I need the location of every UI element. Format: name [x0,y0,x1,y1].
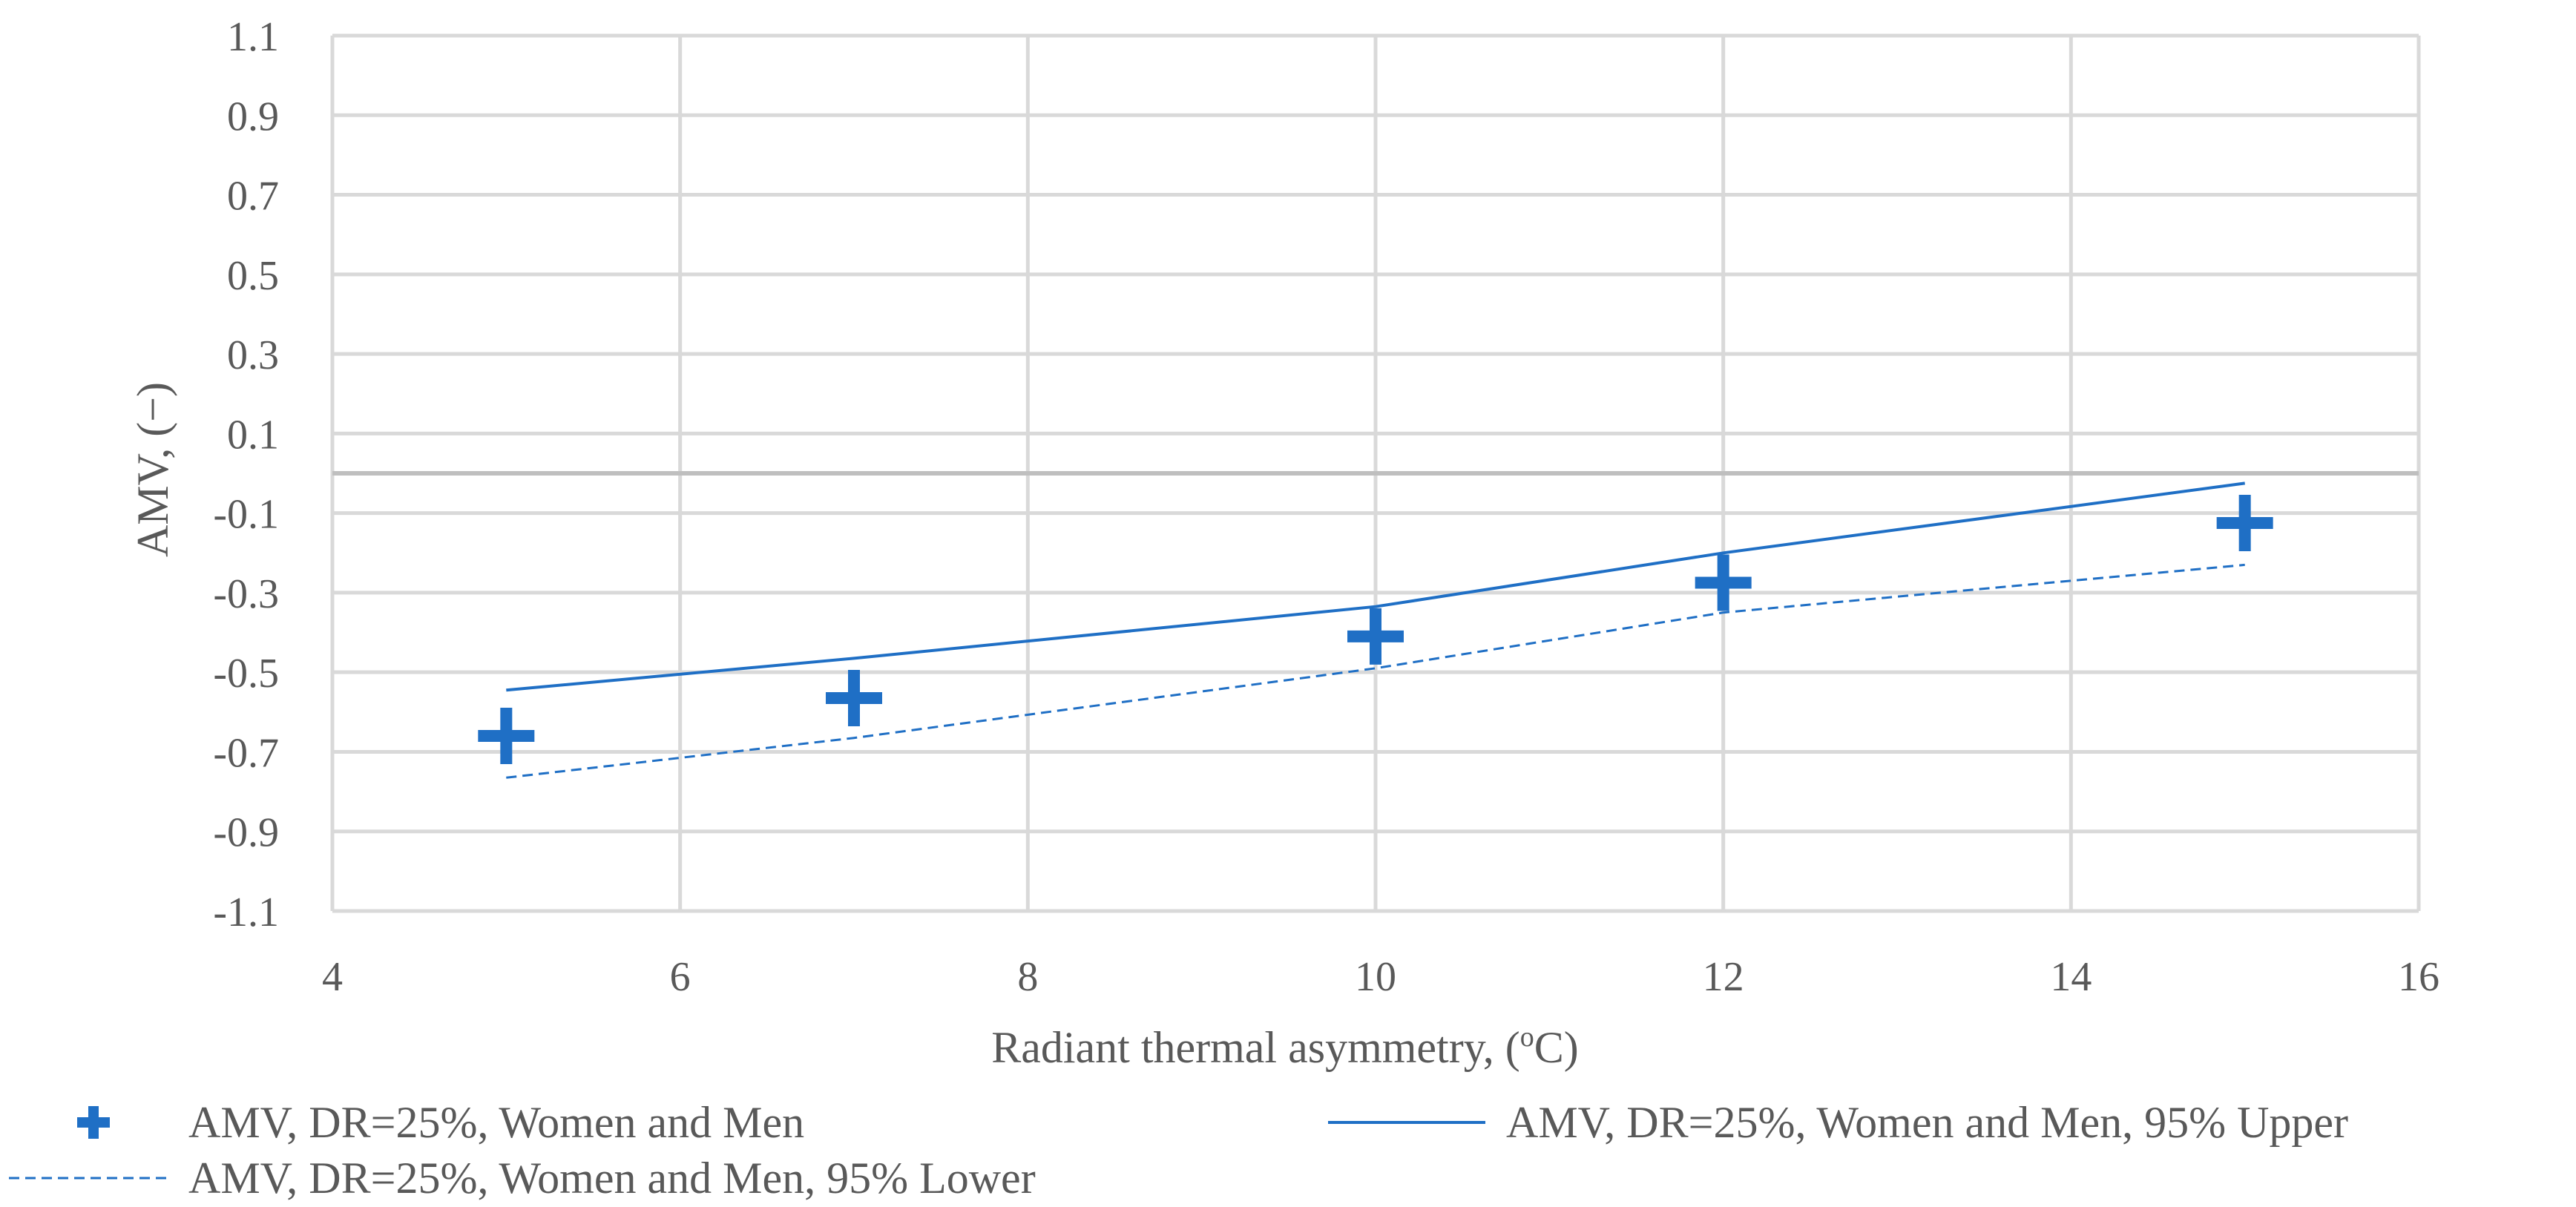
data-point-marker [1695,554,1752,611]
legend-label-lower: AMV, DR=25%, Women and Men, 95% Lower [188,1154,1036,1203]
x-tick-label: 4 [322,954,343,1000]
x-tick-label: 8 [1017,954,1038,1000]
legend-item-markers: AMV, DR=25%, Women and Men [77,1098,804,1147]
legend-label-markers: AMV, DR=25%, Women and Men [188,1098,804,1147]
legend-label-upper: AMV, DR=25%, Women and Men, 95% Upper [1506,1098,2348,1147]
y-tick-label: 0.3 [227,332,279,378]
y-tick-label: 1.1 [227,14,279,60]
y-tick-label: -0.5 [213,651,279,697]
data-point-marker [2216,495,2273,552]
legend-item-upper: AMV, DR=25%, Women and Men, 95% Upper [1328,1098,2348,1147]
legend-item-lower: AMV, DR=25%, Women and Men, 95% Lower [9,1154,1036,1203]
y-tick-label: 0.5 [227,253,279,299]
y-tick-label: -0.3 [213,571,279,617]
data-point-marker [478,708,535,764]
series-line-upper [506,481,2245,692]
x-tick-label: 6 [670,954,691,1000]
y-tick-label: -0.7 [213,730,279,776]
legend: AMV, DR=25%, Women and Men AMV, DR=25%, … [9,1098,2348,1203]
y-tick-label: -0.9 [213,810,279,856]
series [478,481,2273,779]
x-tick-label: 10 [1355,954,1396,1000]
y-tick-label: -0.1 [213,492,279,538]
data-point-marker [826,670,882,727]
x-tick-label: 14 [2050,954,2092,1000]
tick-labels: 1.1 0.9 0.7 0.5 0.3 0.1 -0.1 -0.3 -0.5 -0.7 -0.9 -1… [213,14,2439,1000]
y-tick-label: 0.1 [227,412,279,458]
legend-plus-marker [77,1106,110,1139]
series-line-lower [506,563,2245,779]
y-tick-label: 0.7 [227,174,279,220]
data-point-marker [1347,608,1404,665]
x-tick-label: 16 [2398,954,2439,1000]
y-tick-label: 0.9 [227,93,279,139]
x-axis-title: Radiant thermal asymmetry, (oC) [991,1022,1579,1072]
x-tick-label: 12 [1703,954,1744,1000]
y-axis-title: AMV, (−) [128,382,177,557]
y-tick-label: -1.1 [213,889,279,935]
